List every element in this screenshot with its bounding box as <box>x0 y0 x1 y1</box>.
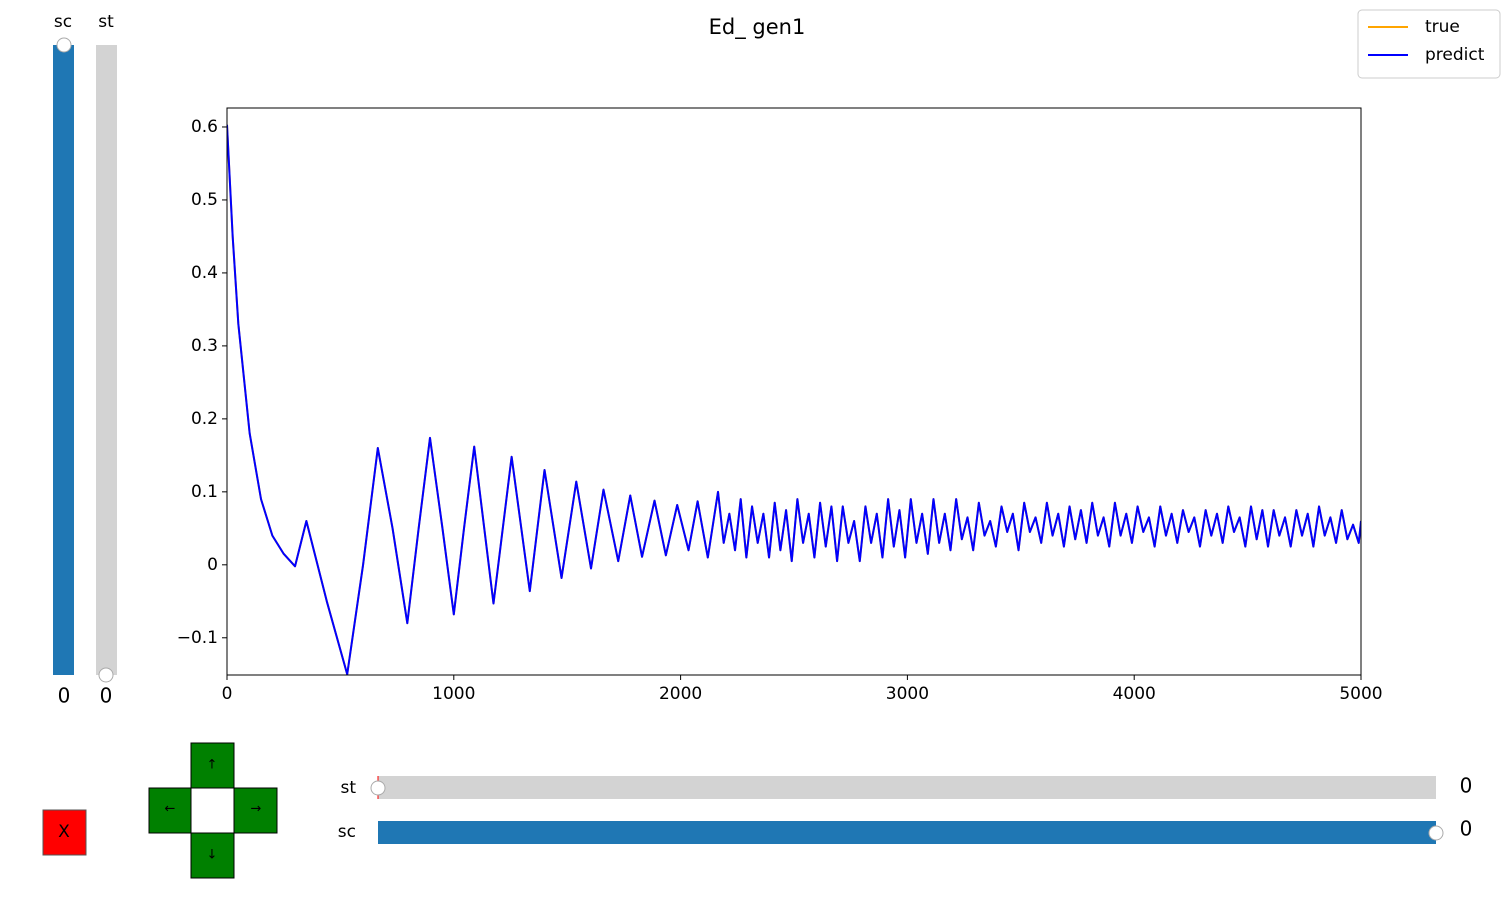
arrow-label: ↑ <box>207 758 218 773</box>
chart-title: Ed_ gen1 <box>709 15 806 40</box>
slider-track[interactable] <box>53 45 74 675</box>
series-line <box>227 124 1361 675</box>
close-button[interactable] <box>42 809 87 856</box>
slider-label: st <box>340 778 356 798</box>
x-tick-label: 4000 <box>1113 684 1156 704</box>
legend-label: predict <box>1425 45 1485 65</box>
slider-handle[interactable] <box>1428 825 1444 841</box>
slider-value: 0 <box>100 684 113 708</box>
y-tick-label: 0.3 <box>191 336 218 356</box>
arrow-left-button[interactable] <box>148 787 192 834</box>
legend-label: true <box>1425 17 1460 37</box>
arrow-label: ← <box>165 802 176 817</box>
slider-label: sc <box>54 12 72 32</box>
slider-track[interactable] <box>378 776 1436 799</box>
arrow-right-button[interactable] <box>233 787 278 834</box>
x-tick-label: 1000 <box>432 684 475 704</box>
slider-handle[interactable] <box>370 780 386 796</box>
x-tick-label: 3000 <box>886 684 929 704</box>
slider-value: 0 <box>1460 817 1473 841</box>
close-button-label: X <box>58 822 70 842</box>
slider-handle[interactable] <box>56 37 72 53</box>
y-tick-label: 0.5 <box>191 190 218 210</box>
x-tick-label: 5000 <box>1339 684 1382 704</box>
slider-value: 0 <box>58 684 71 708</box>
y-tick-label: 0.1 <box>191 482 218 502</box>
plot-area <box>227 124 1361 675</box>
arrow-label: ↓ <box>207 848 218 863</box>
slider-track[interactable] <box>378 821 1436 844</box>
slider-handle[interactable] <box>98 667 114 683</box>
y-tick-label: 0 <box>207 555 218 575</box>
axes-frame <box>226 107 1362 676</box>
arrow-label: → <box>251 802 262 817</box>
x-tick-label: 2000 <box>659 684 702 704</box>
y-tick-label: −0.1 <box>177 628 218 648</box>
y-tick-label: 0.2 <box>191 409 218 429</box>
slider-label: sc <box>338 822 356 842</box>
arrow-up-button[interactable] <box>190 742 235 789</box>
x-tick-label: 0 <box>222 684 233 704</box>
y-tick-label: 0.6 <box>191 117 218 137</box>
y-tick-label: 0.4 <box>191 263 218 283</box>
arrow-down-button[interactable] <box>190 832 235 879</box>
slider-track[interactable] <box>96 45 117 675</box>
slider-value: 0 <box>1460 774 1473 798</box>
slider-label: st <box>98 12 114 32</box>
